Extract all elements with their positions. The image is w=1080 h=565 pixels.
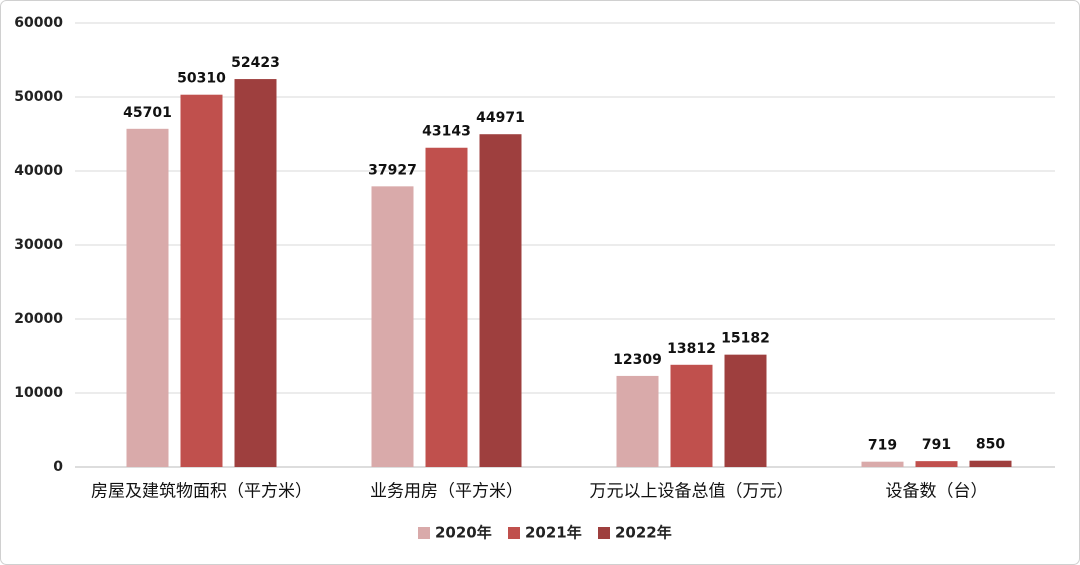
bar — [425, 147, 468, 467]
bar — [724, 354, 767, 467]
value-label: 791 — [922, 437, 951, 453]
value-label: 12309 — [613, 352, 662, 368]
y-tick-label: 60000 — [14, 15, 63, 31]
y-tick-label: 50000 — [14, 89, 63, 105]
value-label: 13812 — [667, 341, 716, 357]
value-label: 15182 — [721, 331, 770, 347]
bar — [861, 461, 904, 467]
value-label: 45701 — [123, 105, 172, 121]
bar — [234, 79, 277, 468]
bar — [180, 94, 223, 468]
legend-label: 2020年 — [435, 524, 492, 542]
legend-swatch — [598, 527, 610, 539]
value-label: 50310 — [177, 71, 226, 87]
bar — [126, 128, 169, 467]
y-tick-label: 40000 — [14, 163, 63, 179]
y-tick-label: 10000 — [14, 385, 63, 401]
y-tick-label: 20000 — [14, 311, 63, 327]
x-tick-label: 万元以上设备总值（万元） — [590, 482, 794, 502]
legend-swatch — [508, 527, 520, 539]
value-label: 43143 — [422, 124, 471, 140]
bar — [371, 186, 414, 467]
x-tick-label: 业务用房（平方米） — [370, 482, 523, 502]
bar — [670, 364, 713, 467]
bar — [479, 134, 522, 467]
legend-swatch — [418, 527, 430, 539]
bar — [969, 460, 1012, 467]
legend-label: 2021年 — [525, 524, 582, 542]
bar — [616, 375, 659, 467]
x-tick-label: 设备数（台） — [886, 482, 988, 502]
y-tick-label: 0 — [53, 459, 63, 475]
legend-label: 2022年 — [615, 524, 672, 542]
value-label: 37927 — [368, 162, 417, 178]
value-label: 719 — [868, 438, 897, 454]
y-tick-label: 30000 — [14, 237, 63, 253]
value-label: 850 — [976, 437, 1005, 453]
value-label: 44971 — [476, 110, 525, 126]
bar — [915, 461, 958, 467]
value-label: 52423 — [231, 55, 280, 71]
x-tick-label: 房屋及建筑物面积（平方米） — [91, 482, 312, 502]
